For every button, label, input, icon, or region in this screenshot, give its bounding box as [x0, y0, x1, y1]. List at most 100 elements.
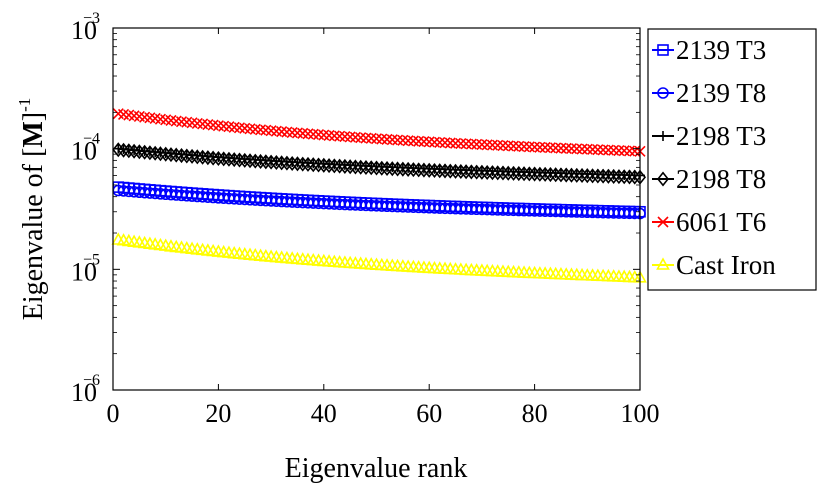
data-point — [201, 150, 214, 166]
data-point — [618, 145, 630, 157]
legend-marker — [656, 257, 670, 270]
data-point — [502, 140, 514, 152]
data-point — [491, 165, 504, 181]
data-point — [423, 162, 436, 178]
legend-label: Cast Iron — [676, 250, 776, 280]
data-point — [312, 157, 325, 173]
data-point — [233, 152, 246, 168]
data-point — [592, 144, 604, 156]
data-point — [555, 142, 567, 154]
y-tick-exponent: −6 — [83, 372, 100, 389]
data-point — [228, 152, 241, 168]
data-point — [280, 155, 293, 171]
legend-entry: 6061 T6 — [652, 207, 766, 237]
data-point — [507, 140, 520, 152]
data-point — [391, 161, 404, 177]
data-point — [296, 156, 309, 172]
data-point — [544, 167, 557, 183]
legend-entry: 2139 T3 — [652, 35, 766, 65]
data-point — [465, 138, 477, 150]
data-point — [196, 149, 209, 165]
series-2198-t8 — [112, 142, 647, 185]
legend-label: 6061 T6 — [676, 207, 766, 237]
legend-marker — [658, 131, 668, 141]
legend-box — [647, 28, 817, 291]
data-point — [428, 162, 441, 179]
series-6061-t6 — [112, 108, 646, 157]
data-point — [549, 167, 562, 183]
data-point — [486, 165, 499, 181]
data-point — [471, 138, 483, 150]
data-point — [191, 149, 204, 165]
data-point — [607, 168, 620, 184]
data-point — [365, 160, 378, 176]
data-point — [238, 152, 251, 168]
data-point — [170, 147, 183, 163]
legend-label: 2198 T3 — [676, 121, 766, 151]
data-point — [533, 166, 546, 182]
data-point — [529, 141, 541, 153]
data-point — [180, 148, 193, 164]
data-point — [301, 156, 315, 172]
data-point — [370, 160, 383, 176]
legend: 2139 T3 2139 T8 2198 T3 2198 T8 6061 T6 Cast … — [652, 35, 776, 280]
data-point — [554, 167, 567, 183]
data-point — [270, 154, 283, 171]
data-point — [438, 163, 452, 179]
plot-frame — [112, 27, 641, 391]
y-tick-exponent: −5 — [83, 251, 100, 268]
data-point — [612, 169, 625, 185]
data-point — [628, 169, 641, 185]
data-point — [212, 150, 225, 166]
data-point — [333, 158, 346, 174]
data-point — [597, 168, 610, 184]
data-point — [602, 168, 615, 184]
y-tick-label: 10 — [71, 378, 97, 407]
data-point — [608, 144, 620, 156]
data-point — [275, 155, 288, 171]
data-point — [587, 143, 599, 156]
data-point — [507, 165, 520, 181]
data-point — [502, 165, 515, 181]
y-tick-label: 10 — [71, 257, 97, 286]
data-point — [523, 166, 536, 182]
legend-entry: 2139 T8 — [652, 78, 766, 108]
data-point — [354, 159, 367, 175]
data-point — [560, 167, 573, 183]
data-point — [159, 146, 172, 162]
data-point — [254, 153, 267, 169]
data-point — [534, 141, 546, 153]
data-point — [207, 150, 220, 166]
data-point — [581, 168, 594, 184]
data-point — [539, 166, 552, 182]
y-tick-exponent: −4 — [83, 131, 100, 148]
data-point — [433, 163, 446, 179]
x-tick-label: 20 — [205, 399, 231, 428]
series-cast-iron — [111, 232, 647, 283]
data-point — [571, 143, 583, 155]
data-point — [613, 144, 625, 157]
data-point — [597, 144, 609, 156]
data-point — [359, 159, 372, 176]
data-point — [465, 164, 478, 180]
data-point — [338, 158, 351, 174]
data-point — [565, 143, 578, 155]
series-2139-t8 — [112, 184, 646, 220]
data-point — [481, 139, 493, 151]
data-point — [492, 139, 504, 151]
data-point — [328, 158, 341, 174]
data-point — [259, 154, 272, 170]
data-point — [518, 140, 530, 153]
data-point — [454, 163, 467, 180]
x-tick-label: 80 — [522, 399, 548, 428]
data-point — [249, 153, 262, 169]
data-point — [396, 161, 409, 177]
data-point — [481, 164, 494, 181]
legend-label: 2198 T8 — [676, 164, 766, 194]
data-point — [349, 159, 362, 175]
data-point — [186, 148, 199, 164]
data-point — [460, 138, 472, 150]
data-point — [307, 157, 320, 173]
